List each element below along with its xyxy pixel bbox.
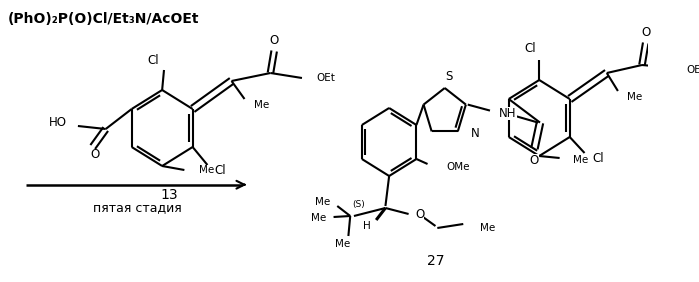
- Text: S: S: [445, 69, 452, 83]
- Text: Me: Me: [199, 165, 215, 175]
- Text: Me: Me: [572, 155, 588, 165]
- Text: Me: Me: [627, 92, 642, 102]
- Text: N: N: [471, 127, 480, 140]
- Text: Me: Me: [315, 197, 330, 207]
- Text: Me: Me: [311, 213, 326, 223]
- Text: Me: Me: [480, 223, 495, 233]
- Text: Me: Me: [336, 239, 350, 249]
- Text: (PhO)₂P(O)Cl/Et₃N/AcOEt: (PhO)₂P(O)Cl/Et₃N/AcOEt: [8, 12, 199, 26]
- Text: Cl: Cl: [592, 153, 604, 166]
- Text: O: O: [90, 149, 99, 162]
- Text: Cl: Cl: [215, 164, 226, 177]
- Text: OEt: OEt: [686, 65, 699, 75]
- Text: Me: Me: [254, 100, 269, 110]
- Text: HO: HO: [49, 116, 67, 129]
- Text: O: O: [530, 154, 539, 167]
- Text: 27: 27: [426, 254, 445, 268]
- Text: пятая стадия: пятая стадия: [93, 201, 182, 214]
- Text: H: H: [363, 221, 370, 231]
- Text: NH: NH: [499, 107, 517, 120]
- Text: OEt: OEt: [317, 73, 336, 83]
- Text: Cl: Cl: [147, 54, 159, 67]
- Text: O: O: [415, 208, 424, 221]
- Text: O: O: [641, 27, 650, 39]
- Text: (S): (S): [352, 199, 365, 208]
- Text: OMe: OMe: [446, 162, 470, 172]
- Text: Cl: Cl: [524, 41, 536, 54]
- Text: O: O: [270, 34, 279, 47]
- Text: 13: 13: [161, 188, 178, 202]
